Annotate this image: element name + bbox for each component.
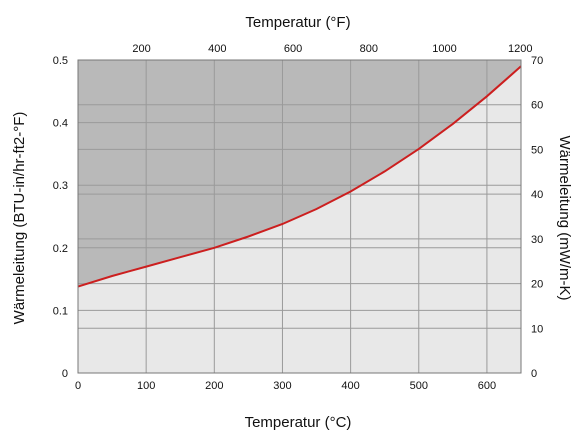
x-bottom-axis-title: Temperatur (°C) [245,414,352,431]
x-bottom-tick-label: 300 [273,380,291,392]
y-left-tick-label: 0.4 [53,118,68,130]
y-left-tick-label: 0.2 [53,243,68,255]
y-left-tick-label: 0.3 [53,180,68,192]
y-left-tick-label: 0 [62,368,68,380]
y-left-axis-title: Wärmeleitung (BTU-in/hr-ft2-°F) [11,112,28,325]
y-right-tick-label: 0 [531,368,537,380]
y-right-tick-label: 70 [531,55,543,67]
y-right-tick-label: 40 [531,189,543,201]
x-top-tick-label: 800 [360,43,378,55]
y-right-tick-label: 30 [531,234,543,246]
gridlines [78,60,521,373]
x-bottom-tick-label: 500 [410,380,428,392]
x-top-tick-label: 200 [132,43,150,55]
x-top-tick-label: 400 [208,43,226,55]
x-bottom-tick-label: 100 [137,380,155,392]
plot-frame [77,59,522,374]
y-right-axis-title: Wärmeleitung (mW/m-K) [556,135,573,300]
x-bottom-tick-label: 200 [205,380,223,392]
x-top-tick-label: 1200 [508,43,532,55]
x-bottom-tick-label: 400 [341,380,359,392]
y-right-tick-label: 20 [531,279,543,291]
y-right-tick-label: 10 [531,323,543,335]
region-below-curve [78,66,521,374]
x-top-tick-label: 600 [284,43,302,55]
conductivity-curve [77,65,522,288]
x-bottom-tick-label: 0 [75,380,81,392]
y-left-tick-label: 0.1 [53,305,68,317]
y-right-tick-label: 60 [531,100,543,112]
x-top-tick-label: 1000 [432,43,456,55]
x-bottom-tick-label: 600 [478,380,496,392]
y-right-tick-label: 50 [531,144,543,156]
x-top-axis-title: Temperatur (°F) [245,14,350,31]
y-left-tick-label: 0.5 [53,55,68,67]
